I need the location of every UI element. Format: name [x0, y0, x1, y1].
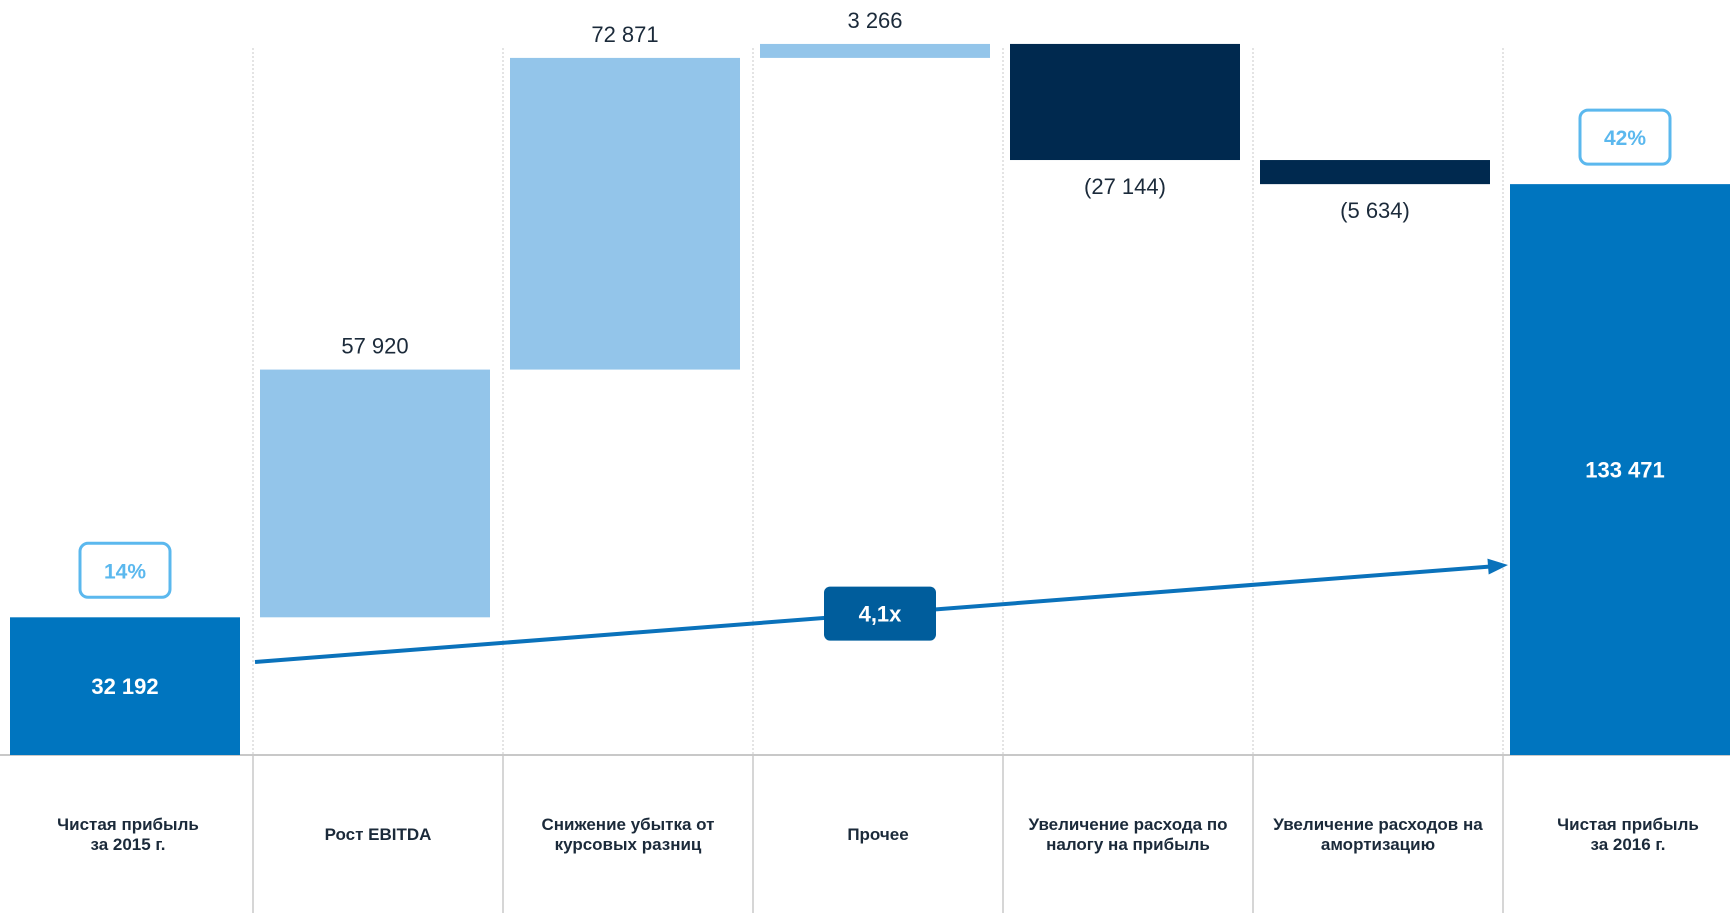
bar-total [10, 617, 240, 755]
category-label: Чистая прибыль за 2015 г. [57, 815, 199, 854]
margin-badge-label: 42% [1604, 127, 1646, 150]
category-label: Снижение убытка от курсовых разниц [541, 815, 715, 854]
category-label: Увеличение расходов на амортизацию [1273, 815, 1483, 854]
bar-total [1510, 184, 1730, 755]
data-label: (5 634) [1340, 198, 1410, 223]
category-label: Рост EBITDA [324, 825, 432, 844]
margin-badge-label: 14% [104, 560, 146, 583]
bar-decrease [1010, 43, 1240, 161]
category-label: Прочее [847, 825, 909, 844]
bar-increase [760, 43, 990, 58]
data-label: 72 871 [591, 22, 658, 47]
data-label: 57 920 [341, 334, 408, 359]
data-label: 133 471 [1585, 458, 1665, 483]
margin-badge [78, 541, 172, 599]
growth-arrow-head [1487, 558, 1508, 575]
bar-increase [260, 369, 490, 618]
bar-decrease [1260, 160, 1490, 185]
data-label: 32 192 [91, 674, 158, 699]
data-label: (27 144) [1084, 174, 1166, 199]
growth-multiple-label: 4,1x [859, 602, 903, 627]
margin-badge [1578, 108, 1672, 166]
growth-multiple-badge [824, 586, 936, 641]
category-label: Чистая прибыль за 2016 г. [1557, 815, 1699, 854]
category-label: Увеличение расхода по налогу на прибыль [1028, 815, 1228, 854]
bar-increase [510, 57, 740, 370]
data-label: 3 266 [847, 8, 902, 33]
